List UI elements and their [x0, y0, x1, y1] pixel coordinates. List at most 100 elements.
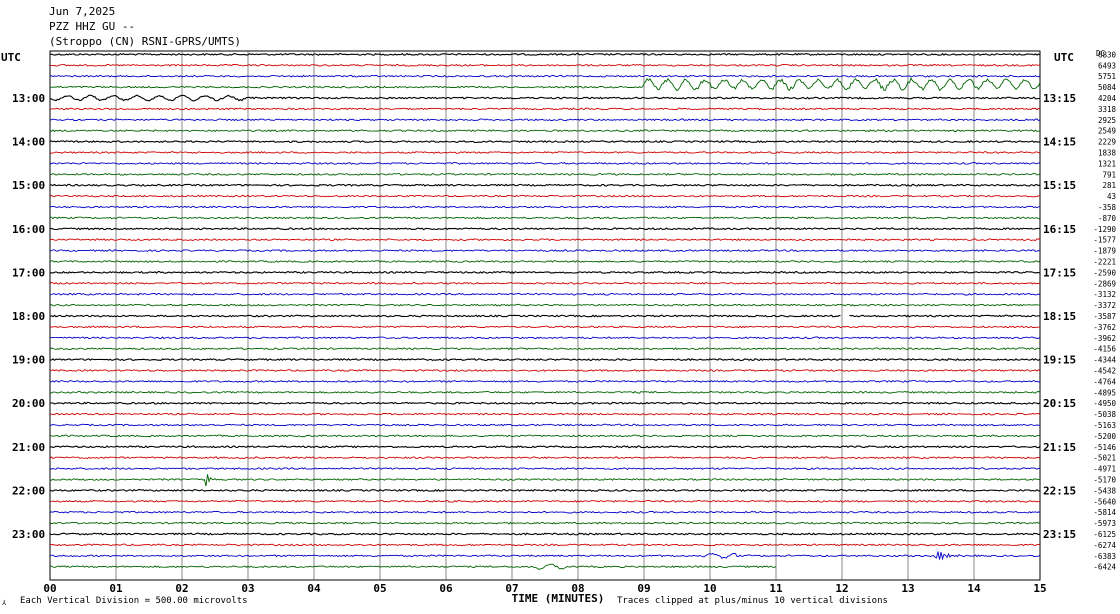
- seismic-trace: [49, 94, 1041, 102]
- x-tick-label: 06: [439, 582, 453, 595]
- seismic-trace: [49, 551, 1041, 561]
- right-hour-label: 16:15: [1043, 223, 1076, 236]
- left-hour-label: 21:00: [12, 441, 45, 454]
- trace-offset-value: -5640: [1093, 497, 1116, 506]
- seismic-trace: [49, 161, 1040, 165]
- seismic-trace: [49, 194, 1041, 198]
- seismic-trace: [49, 292, 1041, 296]
- seismic-trace: [49, 563, 777, 571]
- seismic-trace: [49, 183, 1041, 187]
- x-tick-label: 08: [571, 582, 584, 595]
- trace-offset-value: -3132: [1093, 290, 1116, 299]
- trace-offset-value: 2925: [1098, 116, 1116, 125]
- trace-offset-value: 6493: [1098, 61, 1116, 70]
- x-tick-label: 03: [241, 582, 254, 595]
- trace-offset-value: -4971: [1093, 465, 1116, 474]
- right-hour-label: 22:15: [1043, 484, 1076, 497]
- seismic-trace: [49, 238, 1040, 242]
- trace-offset-value: -5146: [1093, 443, 1116, 452]
- trace-offset-value: -4764: [1093, 377, 1116, 386]
- right-hour-label: 20:15: [1043, 397, 1076, 410]
- trace-offset-value: -3587: [1093, 312, 1116, 321]
- x-tick-label: 10: [703, 582, 716, 595]
- seismic-trace: [49, 358, 1041, 362]
- trace-offset-value: -5200: [1093, 432, 1116, 441]
- right-hour-label: 21:15: [1043, 441, 1076, 454]
- left-utc-title: UTC: [1, 51, 21, 64]
- seismic-trace: [49, 140, 1041, 144]
- seismic-trace: [49, 172, 1041, 176]
- right-hour-label: 15:15: [1043, 179, 1076, 192]
- trace-offset-value: -2221: [1093, 258, 1116, 267]
- seismic-trace: [49, 52, 1041, 56]
- trace-offset-value: -4156: [1093, 345, 1116, 354]
- right-hour-label: 13:15: [1043, 92, 1076, 105]
- trace-offset-value: -5438: [1093, 486, 1116, 495]
- left-hour-label: 14:00: [12, 136, 45, 149]
- plot-station: (Stroppo (CN) RSNI-GPRS/UMTS): [49, 35, 242, 48]
- corner-mark: ⅄: [2, 599, 7, 607]
- x-tick-label: 14: [967, 582, 981, 595]
- trace-offset-value: -5814: [1093, 508, 1116, 517]
- division-note: Each Vertical Division = 500.00 microvol…: [20, 596, 248, 606]
- trace-offset-value: -6424: [1093, 563, 1116, 572]
- trace-offset-value: -3762: [1093, 323, 1116, 332]
- trace-offset-value: -6274: [1093, 541, 1116, 550]
- right-hour-label: 19:15: [1043, 354, 1076, 367]
- left-hour-label: 19:00: [12, 354, 45, 367]
- trace-offset-value: -4950: [1093, 399, 1116, 408]
- trace-offset-value: -5973: [1093, 519, 1116, 528]
- trace-offset-value: 1838: [1098, 149, 1117, 158]
- trace-offset-value: -5163: [1093, 421, 1116, 430]
- trace-offset-value: -1879: [1093, 247, 1116, 256]
- clip-note: Traces clipped at plus/minus 10 vertical…: [617, 596, 888, 606]
- x-tick-label: 04: [307, 582, 321, 595]
- x-axis-label: TIME (MINUTES): [512, 592, 605, 605]
- x-tick-label: 00: [43, 582, 56, 595]
- x-tick-label: 12: [835, 582, 848, 595]
- trace-offset-value: -4542: [1093, 367, 1116, 376]
- seismic-trace: [49, 445, 1041, 449]
- seismic-trace: [49, 270, 1041, 274]
- trace-offset-value: -6125: [1093, 530, 1116, 539]
- left-hour-label: 20:00: [12, 397, 45, 410]
- trace-offset-value: -4895: [1093, 388, 1116, 397]
- seismic-trace: [49, 107, 1041, 111]
- seismic-trace: [49, 303, 1041, 307]
- plot-frame: [49, 50, 1041, 581]
- seismic-trace: [49, 532, 1041, 536]
- left-hour-label: 16:00: [12, 223, 45, 236]
- right-hour-label: 18:15: [1043, 310, 1076, 323]
- trace-offset-value: -358: [1098, 203, 1117, 212]
- offset-unit-label: DC: [1096, 49, 1105, 58]
- seismic-trace: [49, 474, 1041, 487]
- x-tick-label: 13: [901, 582, 914, 595]
- trace-offset-value: -5038: [1093, 410, 1116, 419]
- seismic-trace: [50, 336, 1041, 340]
- right-utc-title: UTC: [1054, 51, 1074, 64]
- trace-offset-value: 4204: [1098, 94, 1117, 103]
- seismic-trace: [49, 347, 1041, 351]
- x-tick-label: 01: [109, 582, 123, 595]
- trace-offset-value: -870: [1098, 214, 1117, 223]
- seismic-trace: [49, 390, 1041, 394]
- x-tick-label: 15: [1033, 582, 1046, 595]
- right-hour-label: 17:15: [1043, 266, 1076, 279]
- seismic-trace: [50, 521, 1041, 525]
- seismic-trace: [49, 434, 1040, 438]
- x-tick-label: 07: [505, 582, 518, 595]
- trace-offset-value: -6383: [1093, 552, 1116, 561]
- seismic-trace: [49, 314, 1041, 318]
- trace-offset-value: 6830: [1098, 50, 1117, 59]
- seismic-trace: [49, 467, 1041, 471]
- x-tick-label: 02: [175, 582, 188, 595]
- trace-offset-value: -2590: [1093, 268, 1116, 277]
- left-hour-label: 23:00: [12, 528, 45, 541]
- left-hour-label: 22:00: [12, 484, 45, 497]
- right-hour-label: 23:15: [1043, 528, 1076, 541]
- seismic-trace: [49, 249, 1041, 253]
- seismic-trace: [49, 151, 1041, 154]
- plot-channel: PZZ HHZ GU --: [49, 20, 136, 33]
- trace-offset-value: -5170: [1093, 476, 1116, 485]
